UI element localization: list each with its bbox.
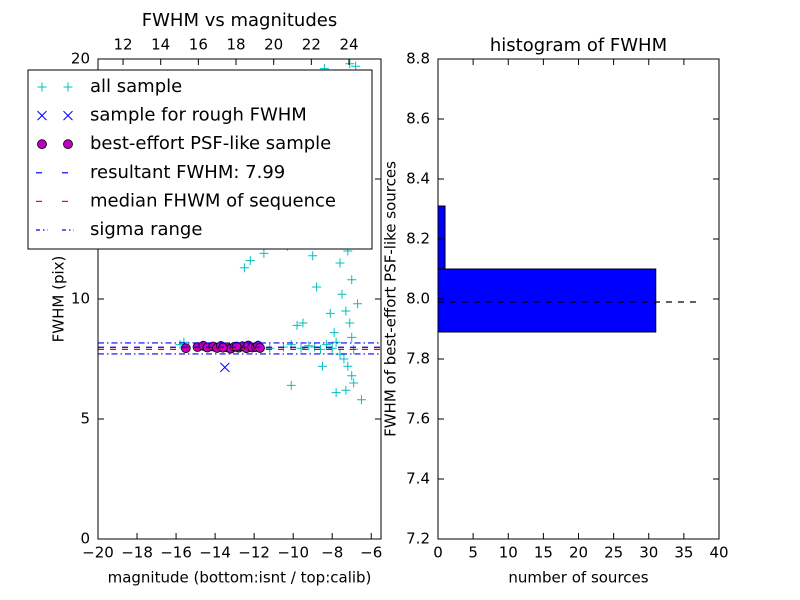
- circle-marker: [255, 343, 265, 353]
- plus-marker: [331, 337, 341, 347]
- plus-marker: [349, 378, 359, 388]
- x-tick-label: −10: [277, 544, 309, 562]
- plus-marker: [329, 328, 339, 338]
- plus-marker: [353, 299, 363, 309]
- x2-tick-label: 22: [302, 36, 321, 54]
- x-tick-label: −8: [321, 544, 343, 562]
- y-tick-label: 7.2: [406, 530, 430, 548]
- x-marker: [63, 110, 73, 121]
- plus-marker: [345, 318, 355, 328]
- x2-tick-label: 24: [339, 36, 358, 54]
- plus-marker: [37, 82, 47, 92]
- plus-marker: [343, 361, 353, 371]
- plus-marker: [325, 308, 335, 318]
- legend-label: all sample: [90, 76, 182, 97]
- bar: [437, 268, 657, 333]
- legend-label: sample for rough FWHM: [90, 105, 307, 126]
- plus-marker: [298, 318, 308, 328]
- y-tick-label: 5: [80, 410, 90, 428]
- plus-marker: [292, 320, 302, 330]
- plus-marker: [245, 256, 255, 266]
- y-tick-label: 10: [71, 290, 90, 308]
- y-tick-label: 8.2: [406, 230, 430, 248]
- plus-marker: [265, 343, 275, 353]
- y-tick-label: 8.6: [406, 110, 430, 128]
- x-marker: [220, 362, 230, 373]
- legend-label: resultant FWHM: 7.99: [90, 162, 285, 183]
- plus-marker: [335, 258, 345, 268]
- x-tick-label: −14: [199, 544, 231, 562]
- x-tick-label: 40: [709, 544, 728, 562]
- plus-marker: [296, 343, 306, 353]
- x-axis-label: magnitude (bottom:isnt / top:calib): [108, 569, 372, 587]
- x-tick-label: −20: [82, 544, 114, 562]
- plus-marker: [317, 361, 327, 371]
- plus-marker: [259, 248, 269, 258]
- plus-marker: [341, 306, 351, 316]
- y-tick-label: 0: [80, 530, 90, 548]
- x-tick-label: 30: [639, 544, 658, 562]
- plus-marker: [337, 289, 347, 299]
- circle-marker: [231, 341, 242, 352]
- y-tick-label: 8.4: [406, 170, 430, 188]
- plus-marker: [339, 354, 349, 364]
- legend-label: sigma range: [90, 219, 202, 240]
- x-tick-label: 20: [569, 544, 588, 562]
- legend-box: [27, 69, 373, 250]
- y-tick-label: 8.8: [406, 50, 430, 68]
- circle-marker: [37, 139, 47, 150]
- x-tick-label: 15: [534, 544, 553, 562]
- y-tick-label: 7.4: [406, 470, 430, 488]
- y-tick-label: 8.0: [406, 290, 430, 308]
- plot-area: [98, 59, 381, 405]
- x2-tick-label: 20: [264, 36, 283, 54]
- plus-marker: [312, 282, 322, 292]
- x2-tick-label: 14: [151, 36, 170, 54]
- circle-marker: [180, 343, 191, 354]
- plus-marker: [347, 371, 357, 381]
- x2-tick-label: 16: [189, 36, 208, 54]
- x2-tick-label: 18: [226, 36, 245, 54]
- y-axis-label: FWHM of best-effort PSF-like sources: [382, 161, 400, 437]
- plus-marker: [63, 82, 73, 92]
- chart-title: histogram of FWHM: [490, 35, 667, 56]
- plus-marker: [304, 341, 314, 351]
- plus-marker: [345, 59, 355, 69]
- x-tick-label: −16: [160, 544, 192, 562]
- plus-marker: [327, 343, 337, 353]
- plus-marker: [239, 263, 249, 273]
- circle-marker: [63, 139, 73, 150]
- x-marker: [37, 110, 47, 121]
- legend-label: median FHWM of sequence: [90, 190, 336, 211]
- bar: [437, 205, 446, 270]
- plus-marker: [356, 395, 366, 405]
- x-axis-label: number of sources: [508, 569, 648, 587]
- x-tick-label: 0: [433, 544, 443, 562]
- plus-marker: [347, 332, 357, 342]
- x-tick-label: 35: [674, 544, 693, 562]
- y-tick-label: 20: [71, 50, 90, 68]
- plus-marker: [341, 385, 351, 395]
- plus-marker: [347, 275, 357, 285]
- plus-marker: [351, 61, 361, 71]
- x-tick-label: −12: [238, 544, 270, 562]
- x2-tick-label: 12: [113, 36, 132, 54]
- plus-marker: [308, 251, 318, 261]
- plus-marker: [286, 380, 296, 390]
- y-tick-label: 7.6: [406, 410, 430, 428]
- x-tick-label: −18: [121, 544, 153, 562]
- plus-marker: [331, 388, 341, 398]
- x-tick-label: −6: [360, 544, 382, 562]
- chart-title: FWHM vs magnitudes: [142, 10, 337, 31]
- y-tick-label: 7.8: [406, 350, 430, 368]
- y-axis-label: FWHM (pix): [50, 256, 68, 343]
- x-tick-label: 10: [499, 544, 518, 562]
- legend-label: best-effort PSF-like sample: [90, 133, 331, 154]
- x-tick-label: 5: [468, 544, 478, 562]
- x-tick-label: 25: [604, 544, 623, 562]
